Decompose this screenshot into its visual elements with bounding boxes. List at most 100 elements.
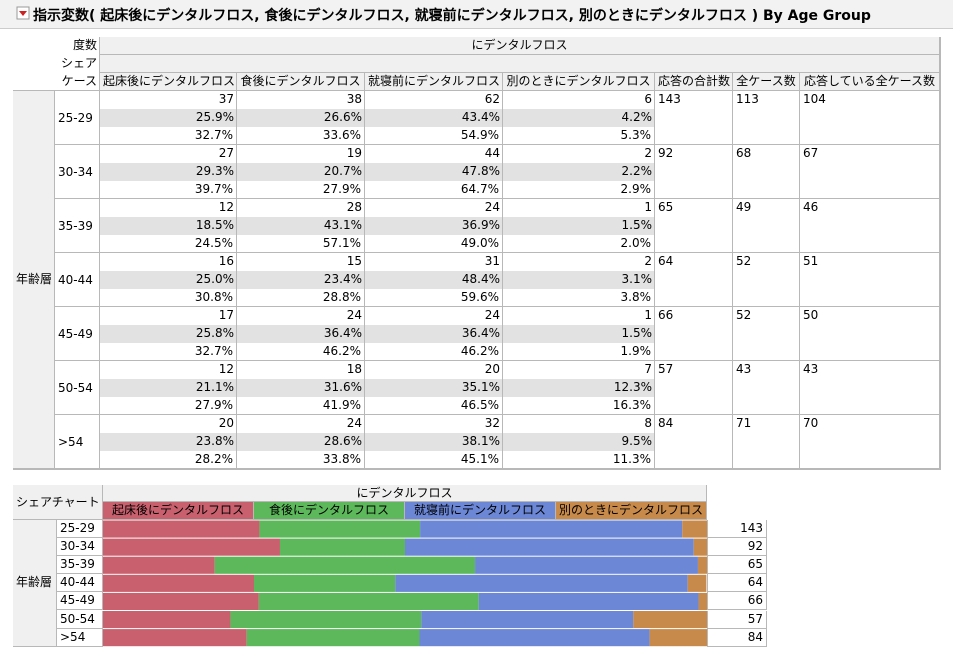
percent-cell: 43.1% <box>237 217 365 235</box>
count-cell: 37 <box>100 91 237 109</box>
share-bar <box>478 592 699 610</box>
share-bar <box>475 556 698 574</box>
chart-total: 66 <box>707 592 767 611</box>
summary-cell: 104 <box>800 91 940 145</box>
share-bar <box>419 629 650 647</box>
count-cell: 6 <box>503 91 655 109</box>
percent-cell: 36.4% <box>365 325 503 343</box>
chart-age-label: 45-49 <box>57 592 103 611</box>
summary-cell: 92 <box>655 145 733 199</box>
chart-age-label: 25-29 <box>57 520 103 539</box>
share-bar <box>254 574 396 592</box>
chart-title: シェアチャート <box>13 485 103 520</box>
percent-cell: 47.8% <box>365 163 503 181</box>
chart-age-label: 30-34 <box>57 538 103 557</box>
percent-cell: 31.6% <box>237 379 365 397</box>
summary-cell: 50 <box>800 307 940 361</box>
percent-cell: 12.3% <box>503 379 655 397</box>
age-label: 25-29 <box>55 91 100 145</box>
legend-entry: 就寝前にデンタルフロス <box>405 502 556 520</box>
summary-cell: 49 <box>733 199 800 253</box>
percent-cell: 32.7% <box>100 127 237 145</box>
count-cell: 16 <box>100 253 237 271</box>
age-label: 30-34 <box>55 145 100 199</box>
summary-cell: 52 <box>733 253 800 307</box>
summary-cell: 143 <box>655 91 733 145</box>
percent-cell: 35.1% <box>365 379 503 397</box>
corner <box>13 37 100 91</box>
chart-row-group-label: 年齢層 <box>16 575 53 590</box>
age-label: 35-39 <box>55 199 100 253</box>
share-bar <box>259 520 421 538</box>
share-bar <box>698 592 708 610</box>
chart-total: 57 <box>707 610 767 629</box>
share-bar <box>103 556 215 574</box>
age-label: 40-44 <box>55 253 100 307</box>
share-bar <box>103 592 259 610</box>
row-group <box>13 91 55 469</box>
column-header: 食後にデンタルフロス <box>237 73 365 91</box>
age-label: 50-54 <box>55 361 100 415</box>
chart-total: 143 <box>707 520 767 539</box>
share-bar <box>633 611 708 629</box>
count-cell: 17 <box>100 307 237 325</box>
share-bar <box>103 520 260 538</box>
count-cell: 24 <box>237 415 365 433</box>
column-header: 応答の合計数 <box>655 73 733 91</box>
percent-cell: 21.1% <box>100 379 237 397</box>
share-bar <box>649 629 707 647</box>
summary-cell: 65 <box>655 199 733 253</box>
percent-cell: 33.6% <box>237 127 365 145</box>
column-header: 別のときにデンタルフロス <box>503 73 655 91</box>
count-cell: 20 <box>365 361 503 379</box>
legend-entry: 起床後にデンタルフロス <box>103 502 254 520</box>
percent-cell: 26.6% <box>237 109 365 127</box>
count-cell: 24 <box>365 199 503 217</box>
percent-cell: 49.0% <box>365 235 503 253</box>
count-cell: 2 <box>503 145 655 163</box>
percent-cell: 48.4% <box>365 271 503 289</box>
chart-age-label: >54 <box>57 628 103 647</box>
age-label: >54 <box>55 415 100 469</box>
chart-row-group <box>13 520 57 647</box>
count-cell: 20 <box>100 415 237 433</box>
percent-cell: 23.8% <box>100 433 237 451</box>
disclosure-icon[interactable] <box>2 0 32 28</box>
count-cell: 7 <box>503 361 655 379</box>
column-header: 起床後にデンタルフロス <box>100 73 237 91</box>
chart-total: 92 <box>707 538 767 557</box>
legend-entry: 別のときにデンタルフロス <box>556 502 707 520</box>
count-cell: 31 <box>365 253 503 271</box>
count-cell: 18 <box>237 361 365 379</box>
row-label: ケース <box>61 74 97 88</box>
count-cell: 15 <box>237 253 365 271</box>
percent-cell: 1.5% <box>503 325 655 343</box>
column-header: 応答している全ケース数 <box>800 73 940 91</box>
share-bar <box>214 556 476 574</box>
summary-cell: 66 <box>655 307 733 361</box>
chart-total: 64 <box>707 574 767 593</box>
percent-cell: 38.1% <box>365 433 503 451</box>
header-spacer <box>100 55 940 73</box>
row-group-label: 年齢層 <box>16 272 53 286</box>
count-cell: 62 <box>365 91 503 109</box>
count-cell: 1 <box>503 199 655 217</box>
age-label: 45-49 <box>55 307 100 361</box>
summary-cell: 51 <box>800 253 940 307</box>
summary-cell: 67 <box>800 145 940 199</box>
share-bar <box>697 556 707 574</box>
report-title: 指示変数( 起床後にデンタルフロス, 食後にデンタルフロス, 就寝前にデンタルフ… <box>33 8 871 24</box>
share-bar <box>421 611 634 629</box>
count-cell: 1 <box>503 307 655 325</box>
share-bar <box>258 592 479 610</box>
percent-cell: 36.9% <box>365 217 503 235</box>
percent-cell: 29.3% <box>100 163 237 181</box>
summary-cell: 46 <box>800 199 940 253</box>
count-cell: 38 <box>237 91 365 109</box>
count-cell: 24 <box>365 307 503 325</box>
summary-cell: 84 <box>655 415 733 469</box>
percent-cell: 20.7% <box>237 163 365 181</box>
legend-entry: 食後にデンタルフロス <box>254 502 405 520</box>
percent-cell: 64.7% <box>365 181 503 199</box>
